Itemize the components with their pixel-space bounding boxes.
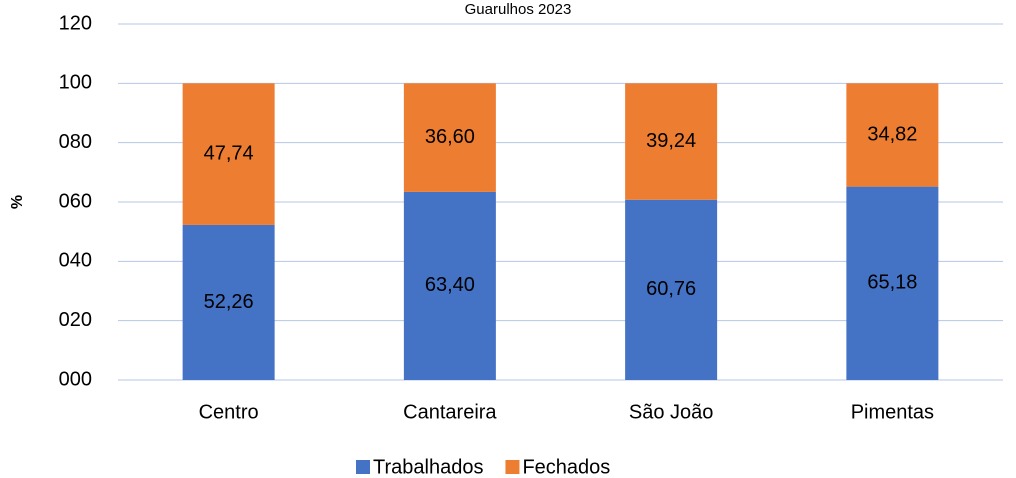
bar-segment [625,199,718,380]
legend-label: Fechados [522,456,610,478]
data-label: 47,74 [204,142,254,164]
x-tick-label: Centro [199,401,259,423]
data-label: 60,76 [646,278,696,300]
legend-label: Trabalhados [373,456,483,478]
x-tick-label: São João [629,401,714,423]
y-tick-label: 040 [59,250,92,272]
bar-segment [846,83,939,187]
y-tick-label: 120 [59,12,92,34]
chart-title: Guarulhos 2023 [465,1,572,18]
data-label: 34,82 [867,123,917,145]
data-label: 36,60 [425,126,475,148]
legend-swatch [505,460,520,474]
bar-segment [182,224,275,380]
bar-segment [403,83,496,192]
y-tick-label: 060 [59,190,92,212]
data-label: 65,18 [867,272,917,294]
y-tick-label: 020 [59,309,92,331]
y-tick-label: 000 [59,368,92,390]
x-tick-label: Cantareira [403,401,497,423]
bar-segment [625,83,718,200]
data-label: 63,40 [425,274,475,296]
y-tick-label: 100 [59,72,92,94]
data-label: 39,24 [646,130,696,152]
bar-segment [403,191,496,380]
data-label: 52,26 [204,291,254,313]
x-tick-label: Pimentas [851,401,934,423]
legend-swatch [356,460,370,474]
y-tick-label: 080 [59,131,92,153]
y-axis-label: % [9,195,26,209]
bar-segment [846,186,939,380]
bar-segment [182,83,275,225]
